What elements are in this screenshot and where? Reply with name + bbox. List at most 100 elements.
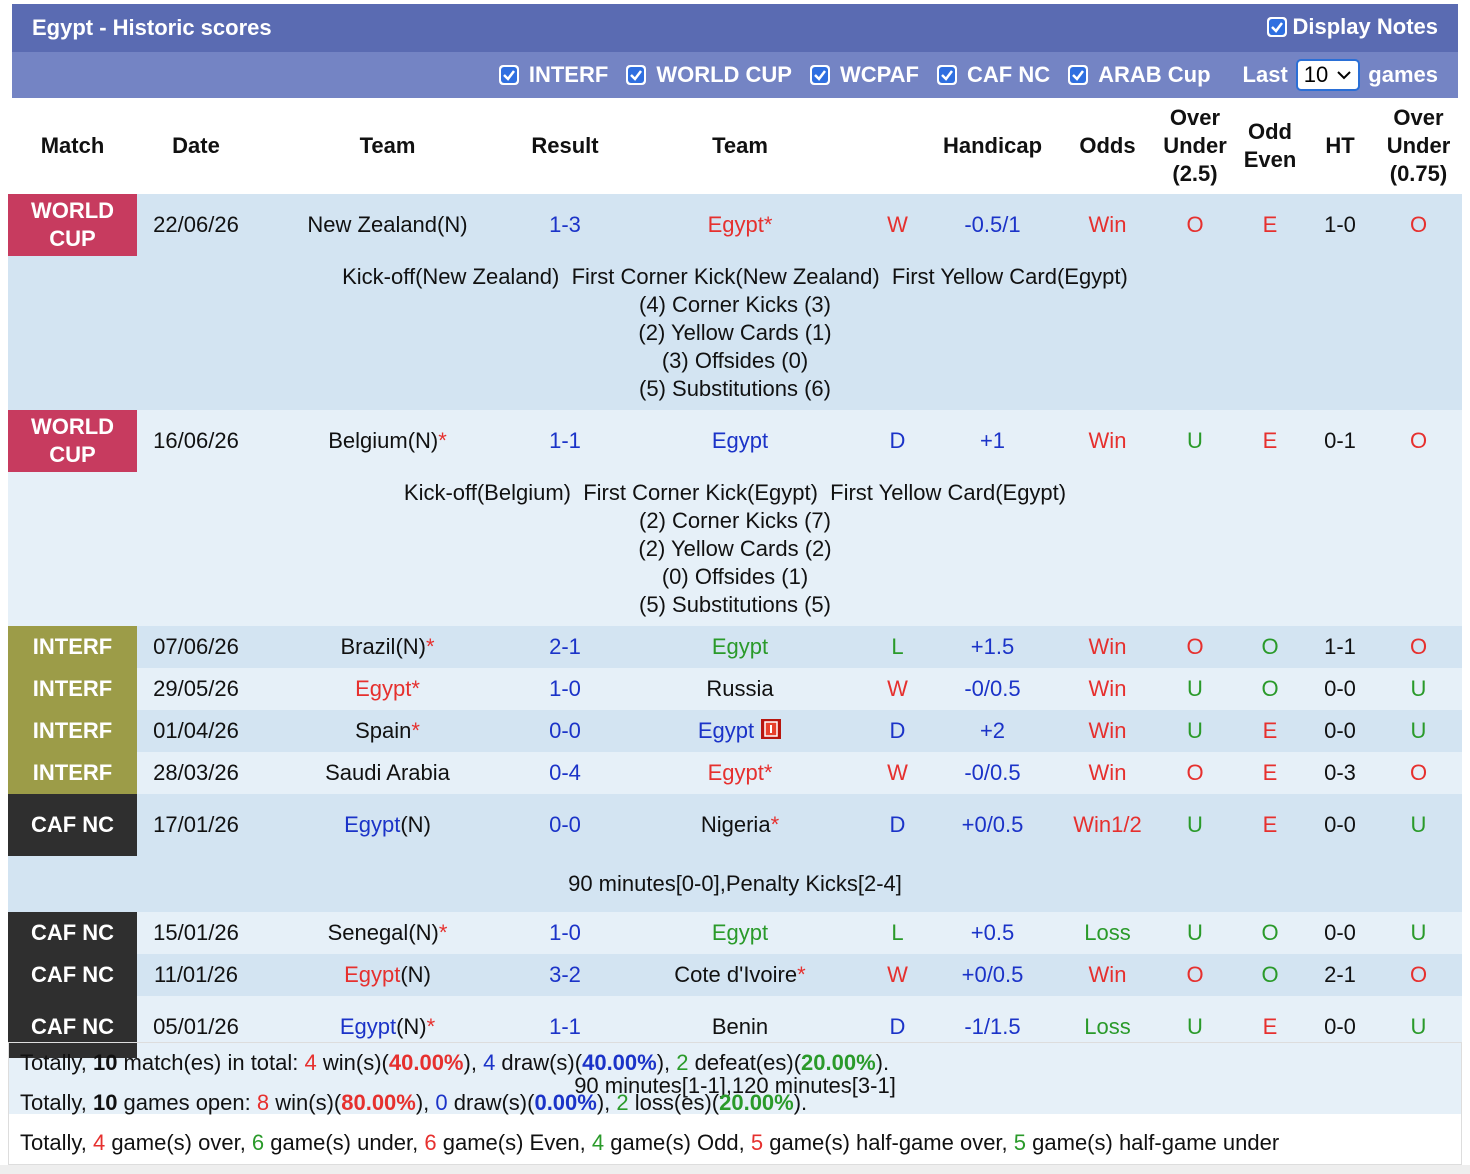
summary-text: 0.00% xyxy=(534,1090,597,1115)
team-name: Egypt xyxy=(711,920,769,945)
odd-even: O xyxy=(1261,962,1279,987)
competition-label[interactable]: WORLD CUP xyxy=(8,410,137,472)
note-line: Kick-off(Belgium) First Corner Kick(Egyp… xyxy=(403,480,1067,505)
handicap: -0/0.5 xyxy=(964,676,1021,701)
over-under-half: O xyxy=(1409,962,1428,987)
checkbox[interactable] xyxy=(626,65,647,85)
result: 0-4 xyxy=(549,760,581,785)
over-under: U xyxy=(1187,676,1203,701)
games-select[interactable]: 10 xyxy=(1295,59,1361,91)
filter-option[interactable]: WCPAF xyxy=(809,62,919,88)
team-name: Brazil xyxy=(340,634,396,659)
team-name: Belgium xyxy=(328,428,408,453)
checkbox[interactable] xyxy=(1068,65,1089,85)
outcome: D xyxy=(889,812,906,837)
match-row: INTERF 07/06/26 Brazil(N)* 2-1 Egypt L +1.5 Win… xyxy=(8,626,1462,668)
team-name: Egypt xyxy=(707,212,764,237)
summary-text: 4 xyxy=(591,1130,605,1155)
title-bar: Egypt - Historic scores Display Notes xyxy=(12,4,1458,52)
note-line: (5) Substitutions (5) xyxy=(639,592,831,617)
competition-label[interactable]: CAF NC xyxy=(8,996,137,1058)
match-row: WORLD CUP 16/06/26 Belgium(N)* 1-1 Egypt D +1 W… xyxy=(8,410,1462,472)
team-cell: Saudi Arabia xyxy=(255,752,520,794)
competition-label[interactable]: INTERF xyxy=(8,752,137,794)
outcome: D xyxy=(889,428,906,453)
filter-option[interactable]: ARAB Cup xyxy=(1068,62,1211,88)
filter-option[interactable]: CAF NC xyxy=(937,62,1050,88)
competition-label[interactable]: CAF NC xyxy=(8,912,137,954)
notes: Kick-off(Belgium) First Corner Kick(Egyp… xyxy=(8,472,1462,626)
team-cell: Egypt xyxy=(610,410,870,472)
handicap: +0/0.5 xyxy=(961,962,1024,987)
team-cell: New Zealand(N) xyxy=(255,194,520,256)
scores-table: Match Date Team Result Team Handicap Odds Over … xyxy=(8,98,1462,1114)
star: * xyxy=(411,676,420,701)
over-under: U xyxy=(1187,920,1203,945)
team-name: Egypt xyxy=(697,718,755,743)
summary-text: 8 xyxy=(256,1090,270,1115)
team-name: Egypt xyxy=(711,634,769,659)
match-row: CAF NC 17/01/26 Egypt(N) 0-0 Nigeria* D +0/0.5… xyxy=(8,794,1462,856)
half-time: 0-0 xyxy=(1324,718,1356,743)
odd-even: E xyxy=(1262,428,1278,453)
odds: Win xyxy=(1088,962,1127,987)
summary-text: 10 xyxy=(92,1090,118,1115)
team-cell: Belgium(N)* xyxy=(255,410,520,472)
note-line: 90 minutes[0-0],Penalty Kicks[2-4] xyxy=(568,871,902,896)
display-notes-label: Display Notes xyxy=(1292,14,1439,39)
neutral-mark: (N) xyxy=(437,212,468,237)
half-time: 0-0 xyxy=(1324,1014,1356,1039)
handicap: -1/1.5 xyxy=(964,1014,1021,1039)
column-header: Odd Even xyxy=(1235,98,1305,194)
result: 1-1 xyxy=(549,1014,581,1039)
table-body: WORLD CUP 22/06/26 New Zealand(N) 1-3 Egypt*… xyxy=(8,194,1462,1114)
team-cell: Cote d'Ivoire* xyxy=(610,954,870,996)
competition-label[interactable]: INTERF xyxy=(8,626,137,668)
notes: 90 minutes[0-0],Penalty Kicks[2-4] xyxy=(8,856,1462,912)
column-header: Over Under (0.75) xyxy=(1375,98,1462,194)
handicap: -0.5/1 xyxy=(964,212,1021,237)
team-cell: Spain* xyxy=(255,710,520,752)
filter-option[interactable]: WORLD CUP xyxy=(626,62,792,88)
team-cell: Egypt(N) xyxy=(255,794,520,856)
outcome: L xyxy=(891,920,904,945)
checkbox[interactable] xyxy=(1266,17,1287,37)
filter-label: WCPAF xyxy=(839,62,919,87)
neutral-mark: (N) xyxy=(400,812,431,837)
last-label: Last xyxy=(1242,62,1288,87)
filter-option[interactable]: INTERF xyxy=(498,62,608,88)
checkbox[interactable] xyxy=(937,65,957,85)
team-cell: Nigeria* xyxy=(610,794,870,856)
summary-text: draw(s)( xyxy=(447,1090,535,1115)
note-line: (3) Offsides (0) xyxy=(661,348,809,373)
summary-text: draw(s)( xyxy=(495,1050,583,1075)
result: 1-0 xyxy=(549,676,581,701)
checkbox[interactable] xyxy=(498,65,519,85)
summary-text: ), xyxy=(415,1090,436,1115)
team-name: Egypt xyxy=(711,428,769,453)
display-notes[interactable]: Display Notes xyxy=(1266,14,1439,40)
odd-even: E xyxy=(1262,212,1278,237)
over-under-half: U xyxy=(1410,718,1427,743)
competition-label[interactable]: INTERF xyxy=(8,668,137,710)
summary-text: game(s) Even, xyxy=(436,1130,592,1155)
result: 1-0 xyxy=(549,920,581,945)
summary-text: 80.00% xyxy=(341,1090,416,1115)
checkbox[interactable] xyxy=(809,65,830,85)
filter-label: WORLD CUP xyxy=(656,62,792,87)
competition-label[interactable]: CAF NC xyxy=(8,954,137,996)
games-label: games xyxy=(1368,62,1438,87)
date: 01/04/26 xyxy=(153,718,239,743)
result: 0-0 xyxy=(549,718,581,743)
competition-label[interactable]: CAF NC xyxy=(8,794,137,856)
result: 2-1 xyxy=(549,634,581,659)
summary-text: ), xyxy=(463,1050,484,1075)
competition-label[interactable]: INTERF xyxy=(8,710,137,752)
handicap: +1 xyxy=(979,428,1006,453)
summary-text: loss(es)( xyxy=(628,1090,720,1115)
summary-text: ). xyxy=(793,1090,808,1115)
team-cell: Senegal(N)* xyxy=(255,912,520,954)
over-under-half: U xyxy=(1410,1014,1427,1039)
summary-text: 2 xyxy=(676,1050,689,1075)
competition-label[interactable]: WORLD CUP xyxy=(8,194,137,256)
